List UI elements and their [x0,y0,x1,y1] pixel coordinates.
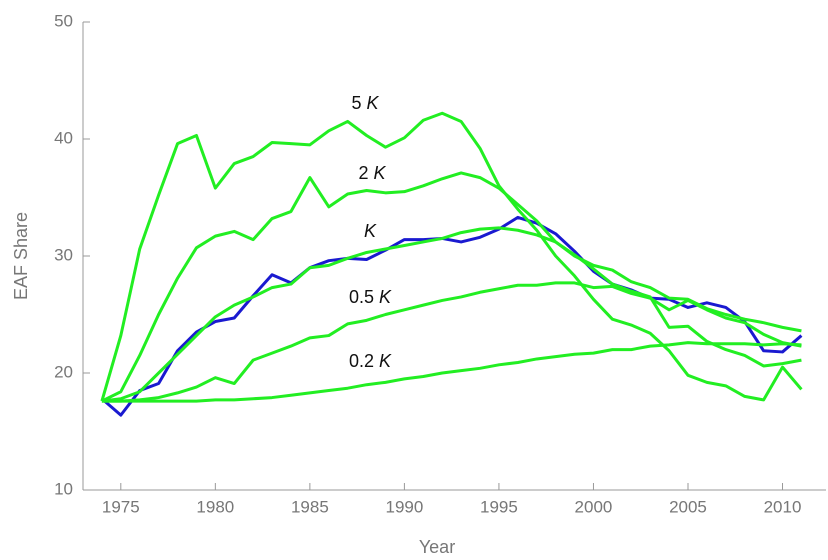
x-tick-label: 1980 [196,497,234,516]
x-axis-title: Year [419,537,455,557]
y-axis-title: EAF Share [11,212,31,300]
line-label: 0.5 K [349,287,392,307]
data-line [101,226,802,403]
x-tick-label: 2005 [669,497,707,516]
y-tick-label: 50 [54,11,73,30]
label-number: 0.5 [349,287,374,307]
y-tick-label: 20 [54,362,73,381]
data-line [101,281,802,403]
line-label: 0.2 K [349,351,392,371]
label-number: 5 [351,93,361,113]
line-label: 2 K [358,163,386,183]
label-number: 2 [358,163,368,183]
x-tick-label: 2010 [764,497,802,516]
x-tick-label: 1995 [480,497,518,516]
y-tick-label: 10 [54,479,73,498]
label-symbol: K [374,163,387,183]
line-label: K [364,221,377,241]
x-tick-label: 1985 [291,497,329,516]
y-tick-label: 40 [54,128,73,147]
data-line [100,215,803,417]
label-symbol: K [367,93,380,113]
label-symbol: K [364,221,377,241]
x-tick-label: 2000 [575,497,613,516]
data-line [101,341,802,403]
label-number: 0.2 [349,351,374,371]
label-symbol: K [379,351,392,371]
y-tick-label: 30 [54,245,73,264]
x-tick-label: 1975 [102,497,140,516]
line-label: 5 K [351,93,379,113]
label-symbol: K [379,287,392,307]
data-line [101,171,802,403]
x-tick-label: 1990 [385,497,423,516]
data-line [100,111,803,402]
